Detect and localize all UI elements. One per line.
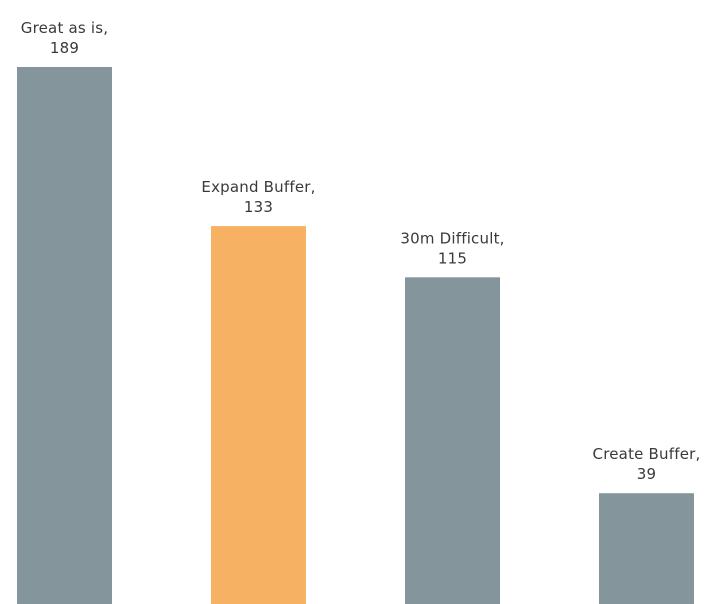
bars-group xyxy=(17,67,694,604)
data-label-create-buffer-value: 39 xyxy=(637,465,657,483)
bar-expand-buffer xyxy=(211,226,306,604)
data-label-expand-buffer-category: Expand Buffer, xyxy=(201,178,315,196)
data-label-30m-difficult-value: 115 xyxy=(438,249,467,267)
data-label-expand-buffer-value: 133 xyxy=(244,198,273,216)
data-label-great-as-is-category: Great as is, xyxy=(21,19,108,37)
data-label-30m-difficult-category: 30m Difficult, xyxy=(400,229,504,247)
data-labels-group: Great as is, 189 Expand Buffer, 133 30m Diff… xyxy=(21,19,701,483)
bar-great-as-is xyxy=(17,67,112,604)
data-label-great-as-is-value: 189 xyxy=(50,39,79,57)
bar-30m-difficult xyxy=(405,277,500,604)
data-label-create-buffer-category: Create Buffer, xyxy=(593,445,701,463)
bar-create-buffer xyxy=(599,493,694,604)
